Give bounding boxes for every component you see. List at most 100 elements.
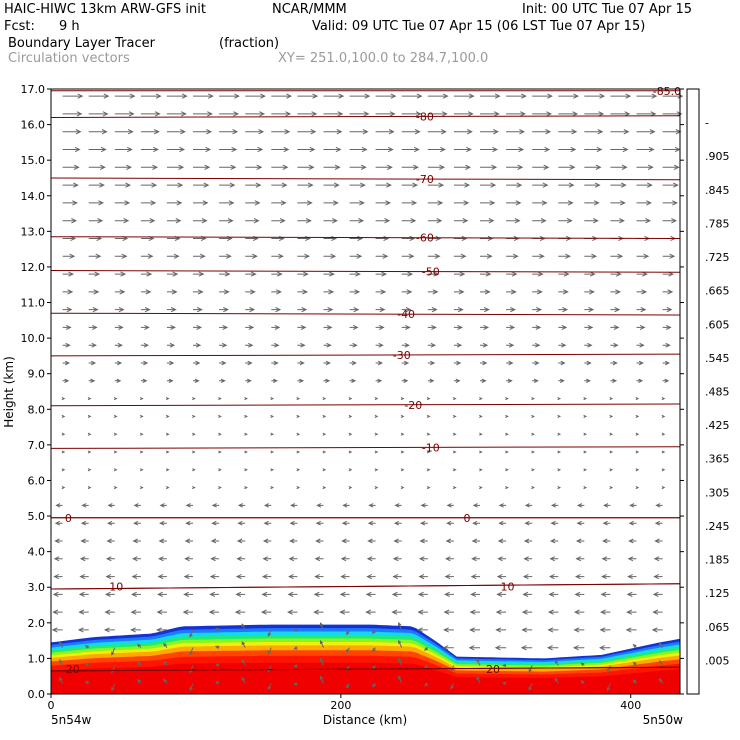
wind-vector-357 bbox=[609, 432, 614, 436]
wind-vector-159 bbox=[444, 573, 454, 580]
wind-vector-611 bbox=[349, 235, 364, 242]
vectors-label: Circulation vectors bbox=[8, 51, 130, 66]
wind-vector-183 bbox=[445, 556, 454, 562]
isotherm-label-13: 20 bbox=[66, 663, 80, 676]
wind-vector-327 bbox=[452, 450, 457, 454]
wind-vector-445 bbox=[401, 360, 410, 366]
wind-vector-410 bbox=[114, 378, 122, 383]
wind-vector-100 bbox=[156, 609, 167, 615]
wind-vector-308 bbox=[583, 468, 588, 472]
wind-vector-311 bbox=[661, 468, 666, 472]
wind-vector-676 bbox=[166, 182, 184, 188]
wind-vector-337 bbox=[87, 432, 92, 436]
colorbar-label-13: .785 bbox=[705, 217, 730, 230]
isotherm-line-4 bbox=[50, 270, 681, 273]
wind-vector-276 bbox=[374, 486, 379, 490]
y-tick-label-15: 15.0 bbox=[21, 154, 46, 167]
x-end-location: 5n50w bbox=[643, 713, 684, 727]
colorbar-label-15: .905 bbox=[705, 150, 730, 163]
wind-vector-27 bbox=[137, 660, 142, 666]
wind-vector-45 bbox=[606, 665, 611, 674]
wind-vector-186 bbox=[523, 556, 533, 562]
wind-vector-532 bbox=[166, 289, 178, 295]
wind-vector-434 bbox=[114, 360, 123, 366]
wind-vector-478 bbox=[636, 342, 645, 348]
wind-vector-680 bbox=[271, 182, 288, 188]
wind-vector-207 bbox=[445, 538, 454, 544]
wind-vector-50 bbox=[111, 647, 116, 656]
wind-vector-307 bbox=[557, 468, 562, 472]
x-tick-label-0: 0 bbox=[48, 699, 55, 712]
wind-vector-165 bbox=[601, 573, 611, 580]
wind-vector-805 bbox=[401, 93, 423, 99]
colorbar-label-3: .185 bbox=[705, 554, 730, 567]
wind-vector-727 bbox=[245, 146, 264, 153]
wind-vector-425 bbox=[506, 378, 513, 383]
wind-vector-324 bbox=[374, 450, 379, 454]
wind-vector-351 bbox=[452, 432, 457, 436]
wind-vector-672 bbox=[62, 182, 79, 188]
wind-vector-701 bbox=[193, 164, 211, 170]
wind-vector-74 bbox=[103, 627, 115, 633]
wind-vector-666 bbox=[532, 200, 548, 206]
wind-vector-291 bbox=[139, 468, 144, 472]
y-tick-label-9: 9.0 bbox=[28, 368, 46, 381]
wind-vector-742 bbox=[636, 146, 655, 153]
wind-vector-681 bbox=[297, 182, 314, 188]
wind-vector-250 bbox=[316, 503, 324, 508]
wind-vector-11 bbox=[345, 683, 351, 689]
wind-vector-330 bbox=[531, 450, 535, 454]
wind-vector-705 bbox=[297, 164, 315, 170]
wind-vector-524 bbox=[584, 307, 595, 313]
wind-vector-414 bbox=[219, 378, 226, 383]
wind-vector-579 bbox=[140, 253, 154, 259]
wind-vector-325 bbox=[400, 450, 405, 454]
model-title: HAIC-HIWC 13km ARW-GFS init bbox=[4, 2, 206, 17]
wind-vector-397 bbox=[400, 397, 405, 401]
wind-vector-808 bbox=[480, 93, 501, 99]
wind-vector-334 bbox=[635, 450, 640, 454]
wind-vector-745 bbox=[88, 129, 108, 135]
wind-vector-384 bbox=[61, 397, 66, 401]
wind-vector-465 bbox=[297, 342, 306, 348]
wind-vector-249 bbox=[290, 503, 298, 508]
y-tick-label-8: 8.0 bbox=[28, 403, 46, 416]
wind-vector-265 bbox=[87, 486, 92, 490]
wind-vector-592 bbox=[480, 253, 493, 259]
wind-vector-518 bbox=[427, 307, 438, 313]
wind-vector-456 bbox=[62, 342, 71, 348]
wind-vector-336 bbox=[61, 432, 66, 436]
wind-vector-423 bbox=[453, 378, 461, 383]
wind-vector-170 bbox=[105, 556, 115, 562]
wind-vector-370 bbox=[322, 414, 327, 418]
wind-vector-129 bbox=[287, 591, 298, 597]
wind-vector-211 bbox=[549, 538, 559, 544]
wind-vector-257 bbox=[498, 503, 507, 508]
wind-vector-769 bbox=[88, 111, 109, 117]
wind-vector-538 bbox=[323, 289, 335, 295]
wind-vector-387 bbox=[139, 397, 144, 401]
wind-vector-661 bbox=[401, 200, 418, 206]
wind-vector-811 bbox=[558, 93, 580, 99]
y-tick-label-12: 12.0 bbox=[21, 261, 46, 274]
wind-vector-285 bbox=[609, 486, 614, 490]
wind-vector-133 bbox=[391, 591, 402, 597]
wind-vector-86 bbox=[416, 627, 428, 633]
wind-vector-344 bbox=[270, 432, 275, 436]
wind-vector-774 bbox=[219, 111, 240, 117]
wind-vector-736 bbox=[480, 146, 499, 153]
wind-vector-525 bbox=[610, 307, 621, 313]
wind-vector-394 bbox=[322, 397, 327, 401]
wind-vector-69 bbox=[599, 645, 611, 651]
wind-vector-254 bbox=[420, 503, 428, 508]
wind-vector-184 bbox=[471, 556, 480, 562]
wind-vector-261 bbox=[603, 503, 611, 508]
wind-vector-593 bbox=[506, 253, 519, 259]
isotherm-label-11: 10 bbox=[109, 580, 123, 593]
wind-vector-67 bbox=[546, 645, 559, 651]
y-tick-label-4: 4.0 bbox=[28, 546, 46, 559]
wind-vector-31 bbox=[241, 658, 246, 666]
wind-vector-73 bbox=[77, 627, 89, 633]
wind-vector-306 bbox=[531, 468, 535, 472]
wind-vector-629 bbox=[193, 218, 208, 224]
